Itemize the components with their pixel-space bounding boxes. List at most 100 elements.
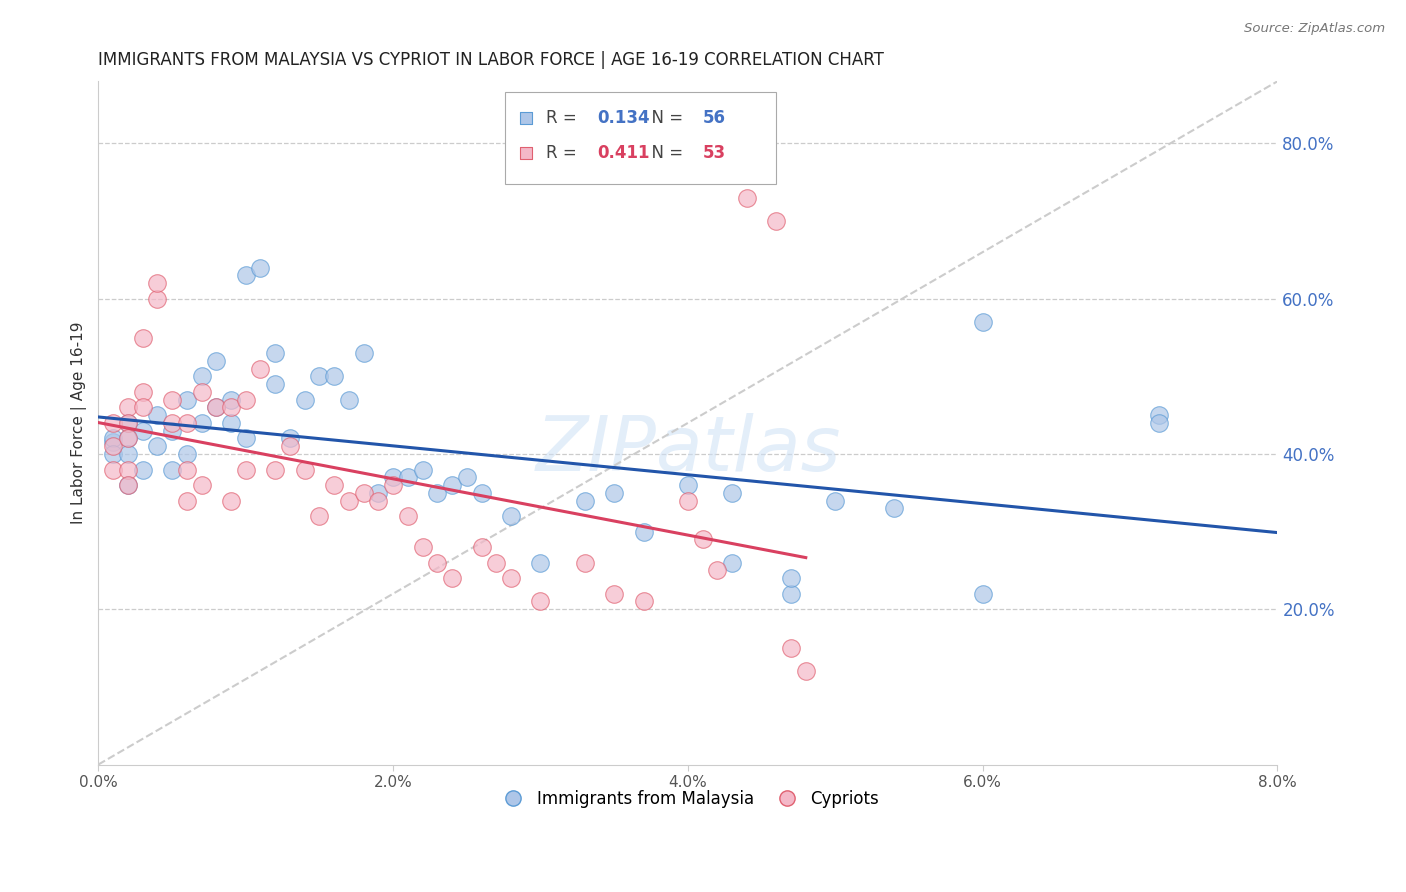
Point [323,478,346,492]
Point [603,485,626,500]
Point [205,354,228,368]
Point [294,392,316,407]
Point [131,424,153,438]
Point [235,392,257,407]
Point [780,571,803,585]
Point [101,439,124,453]
Point [721,485,744,500]
Point [883,501,905,516]
Point [308,369,330,384]
Point [146,408,169,422]
Point [780,641,803,656]
Point [117,432,139,446]
Point [382,478,405,492]
Point [219,401,242,415]
Point [176,462,198,476]
Point [499,509,522,524]
Point [485,556,508,570]
Y-axis label: In Labor Force | Age 16-19: In Labor Force | Age 16-19 [72,322,87,524]
Point [190,384,212,399]
Point [205,401,228,415]
Point [117,416,139,430]
Point [1149,408,1171,422]
Point [470,485,492,500]
Text: N =: N = [641,109,688,127]
Point [131,462,153,476]
Text: 53: 53 [703,145,727,162]
Point [780,587,803,601]
Point [249,260,271,275]
Point [441,571,464,585]
Point [676,493,699,508]
Text: IMMIGRANTS FROM MALAYSIA VS CYPRIOT IN LABOR FORCE | AGE 16-19 CORRELATION CHART: IMMIGRANTS FROM MALAYSIA VS CYPRIOT IN L… [98,51,884,69]
Legend: Immigrants from Malaysia, Cypriots: Immigrants from Malaysia, Cypriots [489,783,886,814]
Point [412,462,434,476]
Point [396,470,419,484]
Point [235,462,257,476]
Point [294,462,316,476]
Point [529,594,551,608]
Point [456,470,478,484]
Point [160,424,183,438]
Point [101,432,124,446]
Point [353,485,375,500]
Point [337,493,360,508]
Point [323,369,346,384]
Point [278,439,301,453]
Point [794,665,817,679]
Point [160,416,183,430]
Point [101,462,124,476]
Point [131,401,153,415]
Point [117,401,139,415]
Point [131,384,153,399]
Point [117,416,139,430]
Point [972,587,994,601]
Point [117,432,139,446]
Point [176,447,198,461]
Text: N =: N = [641,145,688,162]
Point [765,214,787,228]
Point [205,401,228,415]
Point [824,493,846,508]
Point [278,432,301,446]
Point [131,330,153,344]
Point [382,470,405,484]
Point [235,432,257,446]
Text: ZIPatlas: ZIPatlas [536,413,841,487]
Point [441,478,464,492]
Point [308,509,330,524]
Point [146,276,169,290]
Point [190,478,212,492]
Text: R =: R = [547,109,582,127]
Point [101,416,124,430]
Text: 56: 56 [703,109,727,127]
Point [219,416,242,430]
Point [412,540,434,554]
Point [146,439,169,453]
Point [117,478,139,492]
Point [190,369,212,384]
Point [160,462,183,476]
Point [160,392,183,407]
FancyBboxPatch shape [505,92,776,184]
Text: 0.411: 0.411 [598,145,650,162]
Point [101,447,124,461]
Point [721,556,744,570]
Point [1149,416,1171,430]
Point [574,556,596,570]
Point [735,191,758,205]
Point [426,485,449,500]
Point [190,416,212,430]
Point [367,485,389,500]
Point [176,493,198,508]
Point [692,533,714,547]
Point [396,509,419,524]
Point [676,478,699,492]
Point [235,268,257,283]
Point [972,315,994,329]
Point [529,556,551,570]
Point [633,594,655,608]
Point [176,416,198,430]
Point [219,392,242,407]
Point [219,493,242,508]
